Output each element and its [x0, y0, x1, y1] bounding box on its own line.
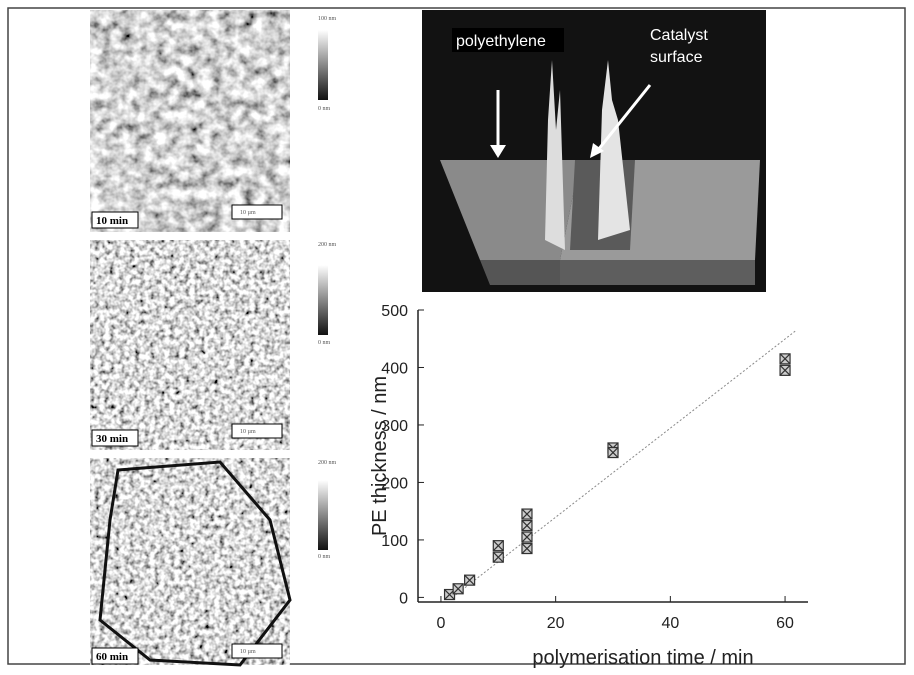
time-label: 10 min	[96, 215, 128, 227]
surface	[560, 260, 755, 285]
x-tick-label: 60	[776, 615, 794, 632]
colorbar-label: 200 nm	[318, 242, 337, 248]
afm-panel: 10 min 10 µm 100 nm 0 nm	[90, 10, 337, 232]
scale-label: 10 µm	[240, 210, 256, 216]
data-point	[522, 544, 532, 554]
x-axis-label: polymerisation time / min	[532, 647, 753, 669]
time-label: 30 min	[96, 433, 128, 445]
afm-panel: 30 min 10 µm 200 nm 0 nm	[90, 240, 337, 450]
data-point	[780, 354, 790, 364]
scale-label: 10 µm	[240, 649, 256, 655]
surface	[480, 260, 560, 285]
y-tick-label: 0	[399, 590, 408, 607]
colorbar-label: 200 nm	[318, 460, 337, 466]
data-point	[522, 521, 532, 531]
data-point	[522, 509, 532, 519]
y-axis-label: PE thickness / nm	[369, 376, 391, 536]
data-point	[453, 584, 463, 594]
colorbar-label: 100 nm	[318, 16, 337, 22]
colorbar	[318, 30, 328, 100]
annotation: surface	[650, 49, 703, 66]
colorbar-label: 0 nm	[318, 106, 331, 112]
x-tick-label: 40	[661, 615, 679, 632]
fit-line	[452, 330, 796, 597]
y-tick-label: 400	[381, 360, 408, 377]
colorbar	[318, 265, 328, 335]
annotation: Catalyst	[650, 27, 708, 44]
data-point	[522, 532, 532, 542]
figure: 10 min 10 µm 100 nm 0 nm 30 min 10 µm 20…	[0, 0, 914, 675]
data-point	[493, 552, 503, 562]
time-label: 60 min	[96, 651, 128, 663]
afm-image	[90, 458, 290, 665]
colorbar-label: 0 nm	[318, 554, 331, 560]
annotation: polyethylene	[456, 33, 546, 50]
surface-image: polyethylene Catalyst surface	[422, 10, 766, 292]
data-point	[780, 365, 790, 375]
data-point	[465, 575, 475, 585]
afm-panel: 60 min 10 µm 200 nm 0 nm	[90, 458, 337, 665]
y-tick-label: 500	[381, 303, 408, 320]
colorbar	[318, 480, 328, 550]
x-tick-label: 20	[547, 615, 565, 632]
data-point	[608, 448, 618, 458]
afm-image	[90, 240, 290, 450]
data-point	[493, 541, 503, 551]
afm-image	[90, 10, 290, 232]
x-tick-label: 0	[436, 615, 445, 632]
scale-label: 10 µm	[240, 429, 256, 435]
colorbar-label: 0 nm	[318, 340, 331, 346]
